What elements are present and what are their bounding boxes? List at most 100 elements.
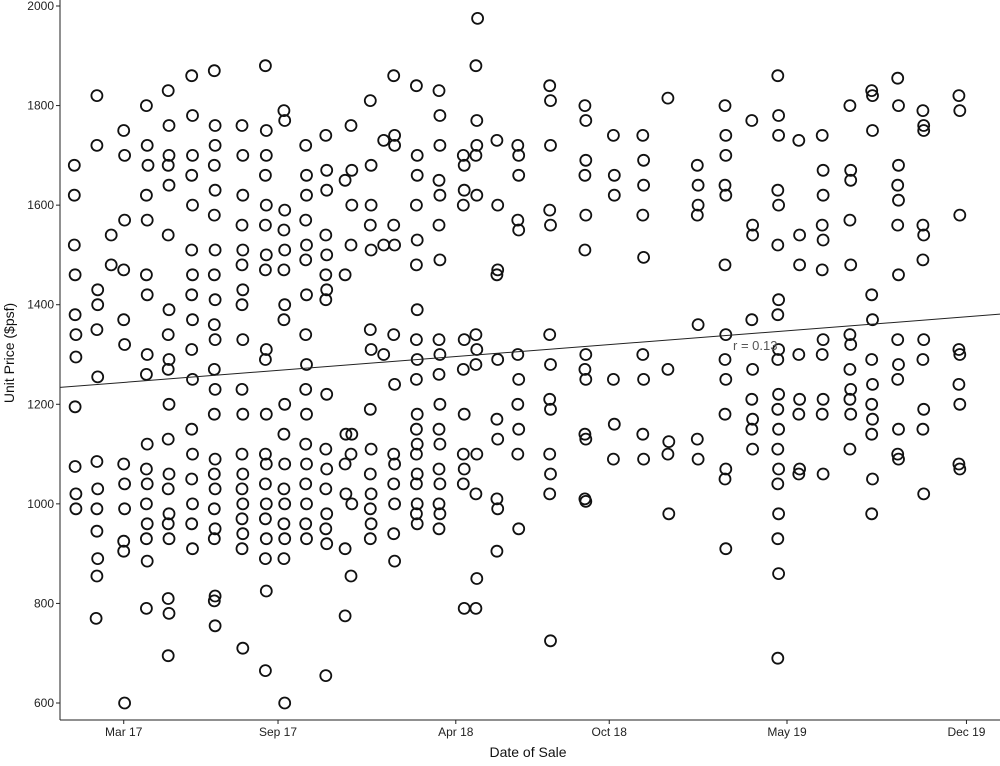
data-point: [186, 109, 199, 122]
data-point: [662, 507, 676, 521]
data-point: [469, 487, 483, 501]
data-point: [792, 467, 806, 481]
data-point: [364, 487, 378, 501]
axes: 600 800 1000 1200 1400 1600 1800 2000 Mar 17 Sep …: [27, 0, 1000, 739]
data-point: [843, 99, 857, 112]
data-point: [278, 532, 292, 546]
data-point: [161, 432, 175, 446]
data-point: [792, 348, 806, 361]
data-point: [104, 258, 118, 272]
data-point: [185, 69, 199, 83]
data-point: [90, 524, 104, 538]
data-point: [208, 452, 222, 466]
data-point: [892, 422, 905, 436]
data-point: [917, 487, 931, 501]
data-point: [865, 84, 879, 97]
data-point: [259, 532, 273, 546]
data-point: [844, 258, 858, 272]
data-point: [433, 188, 447, 202]
data-point: [690, 158, 704, 172]
data-point: [117, 534, 131, 548]
data-point: [410, 437, 424, 451]
data-point: [277, 517, 291, 531]
data-point: [745, 422, 759, 436]
data-point: [363, 402, 377, 416]
data-point: [140, 517, 154, 531]
x-tick-label: Mar 17: [105, 725, 143, 739]
data-point: [299, 382, 313, 396]
data-point: [953, 208, 967, 222]
data-point: [319, 669, 333, 682]
data-point: [718, 258, 732, 272]
trendline-group: [59, 313, 1000, 388]
data-point: [236, 243, 250, 257]
data-point: [916, 104, 930, 117]
data-point: [277, 263, 291, 277]
data-point: [338, 173, 352, 187]
data-point: [185, 422, 199, 436]
data-point: [637, 452, 650, 466]
data-point: [117, 263, 131, 277]
data-point: [258, 512, 272, 526]
data-point: [771, 308, 785, 322]
data-point: [772, 567, 785, 580]
data-point: [278, 397, 292, 411]
data-point: [816, 467, 830, 481]
data-point: [300, 457, 313, 471]
data-point: [118, 338, 131, 351]
data-point: [746, 362, 759, 376]
data-point: [90, 138, 104, 152]
data-point: [917, 228, 931, 242]
data-point: [491, 263, 505, 277]
data-point: [579, 208, 593, 222]
data-point: [236, 188, 250, 202]
data-point: [816, 392, 830, 406]
data-point: [917, 124, 931, 137]
data-point: [491, 432, 505, 446]
data-point: [511, 447, 525, 461]
data-point: [300, 238, 313, 252]
data-point: [771, 69, 785, 83]
data-point: [278, 696, 292, 710]
data-point: [815, 263, 829, 277]
data-point: [89, 612, 103, 625]
data-point: [162, 397, 176, 411]
data-point: [161, 517, 175, 531]
data-point: [258, 664, 272, 677]
data-point: [409, 372, 423, 386]
data-point: [746, 218, 759, 232]
data-point: [718, 99, 732, 112]
data-point: [300, 358, 313, 371]
data-point: [409, 198, 423, 212]
data-point: [691, 318, 705, 332]
data-point: [607, 452, 620, 466]
data-point: [186, 542, 199, 556]
data-point: [543, 203, 557, 217]
data-point: [491, 502, 505, 516]
data-point: [90, 455, 104, 468]
data-point: [793, 258, 806, 272]
data-point: [843, 362, 857, 376]
data-point: [299, 213, 313, 227]
data-point: [892, 99, 905, 112]
data-point: [161, 482, 175, 496]
data-point: [208, 619, 222, 633]
data-point: [844, 382, 858, 396]
data-point: [319, 268, 333, 282]
data-point: [208, 183, 222, 197]
data-point: [118, 213, 131, 227]
data-point: [953, 104, 967, 117]
data-point: [916, 353, 930, 366]
data-point: [387, 218, 401, 232]
data-point: [815, 407, 829, 421]
x-axis-title: Date of Sale: [489, 744, 566, 760]
data-point: [512, 372, 526, 386]
data-point: [866, 377, 879, 391]
data-point: [300, 168, 313, 182]
data-point: [207, 64, 221, 78]
data-point: [377, 133, 391, 147]
data-point: [771, 532, 785, 546]
data-point: [844, 407, 858, 421]
data-point: [866, 313, 879, 327]
data-point: [277, 552, 291, 565]
